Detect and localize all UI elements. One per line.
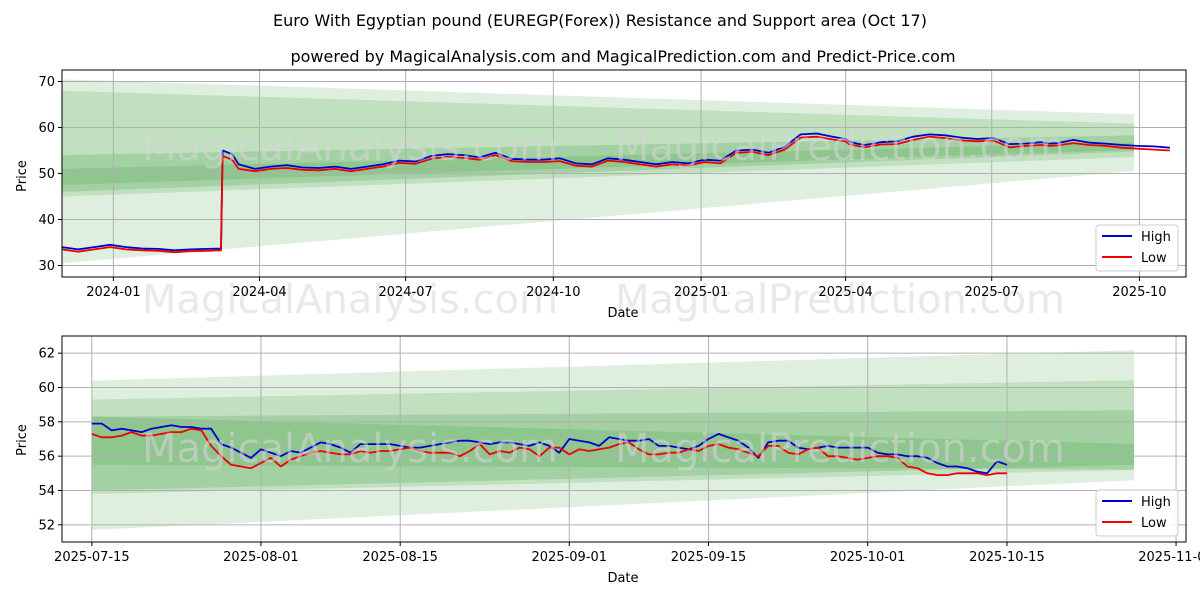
bottom-y-tick-label: 56 [38, 450, 55, 465]
top-x-tick-label: 2024-10 [526, 285, 580, 300]
bottom-plot-frame [61, 335, 1187, 543]
bottom-x-tick-label: 2025-08-15 [362, 550, 438, 565]
bottom-x-tick-label: 2025-08-01 [223, 550, 299, 565]
bottom-x-tick-label: 2025-11-01 [1138, 550, 1200, 565]
chart-subtitle: powered by MagicalAnalysis.com and Magic… [290, 47, 955, 66]
chart-title: Euro With Egyptian pound (EUREGP(Forex))… [273, 11, 927, 30]
bottom-x-tick-label: 2025-10-15 [969, 550, 1045, 565]
top-x-tick-label: 2025-10 [1112, 285, 1166, 300]
top-x-tick-label: 2025-01 [674, 285, 728, 300]
bottom-band-0 [91, 350, 1135, 530]
top-x-ticks: 2024-01 2024-04 2024-07 2024-10 2025-01 2025-… [86, 277, 1167, 300]
bottom-legend-high-label: High [1141, 495, 1171, 510]
bottom-lines [91, 422, 1008, 477]
top-y-tick-label: 50 [38, 167, 55, 182]
bottom-x-tick-label: 2025-10-01 [830, 550, 906, 565]
top-watermark-left: MagicalAnalysis.com [142, 124, 558, 170]
top-y-tick-label: 60 [38, 121, 55, 136]
bottom-y-tick-label: 54 [38, 484, 55, 499]
top-x-tick-label: 2024-07 [378, 285, 432, 300]
top-watermark-right: MagicalPrediction.com [615, 124, 1065, 170]
bottom-legend: High Low [1095, 489, 1179, 537]
top-x-tick-label: 2025-04 [818, 285, 872, 300]
bottom-x-axis-label: Date [607, 571, 638, 586]
top-panel: MagicalAnalysis.com MagicalPrediction.co… [15, 69, 1187, 323]
top-y-tick-label: 30 [38, 259, 55, 274]
top-legend-high-label: High [1141, 230, 1171, 245]
bottom-y-tick-label: 52 [38, 518, 55, 533]
bottom-legend-low-label: Low [1141, 516, 1167, 531]
bottom-band-2 [91, 410, 1135, 491]
top-series-high-line [61, 132, 1170, 252]
top-x-tick-label: 2024-04 [232, 285, 286, 300]
top-y-tick-label: 40 [38, 213, 55, 228]
bottom-y-tick-label: 58 [38, 415, 55, 430]
bottom-x-ticks: 2025-07-15 2025-08-01 2025-08-15 2025-09-01… [54, 542, 1200, 565]
top-watermark-lower-left: MagicalAnalysis.com [142, 277, 558, 323]
bottom-x-tick-label: 2025-09-15 [671, 550, 747, 565]
top-band-0 [62, 79, 1134, 264]
top-legend: High Low [1095, 224, 1179, 272]
top-series-low-line [61, 135, 1170, 254]
top-y-ticks: 30 40 50 60 70 [38, 75, 62, 274]
bottom-watermark-left: MagicalAnalysis.com [142, 426, 558, 472]
bottom-watermark-right: MagicalPrediction.com [615, 426, 1065, 472]
bottom-y-tick-label: 60 [38, 381, 55, 396]
top-x-axis-label: Date [607, 306, 638, 321]
bottom-series-high-line [91, 422, 1008, 475]
top-y-tick-label: 70 [38, 75, 55, 90]
top-watermark-lower-right: MagicalPrediction.com [615, 277, 1065, 323]
bottom-series-low-line [91, 427, 1007, 477]
bottom-y-tick-label: 62 [38, 347, 55, 362]
bottom-x-tick-label: 2025-07-15 [54, 550, 130, 565]
top-legend-low-label: Low [1141, 251, 1167, 266]
bottom-panel: MagicalAnalysis.com MagicalPrediction.co… [15, 335, 1200, 586]
bottom-x-tick-label: 2025-09-01 [532, 550, 608, 565]
top-x-tick-label: 2025-07 [965, 285, 1019, 300]
bottom-y-axis-label: Price [15, 424, 30, 456]
top-x-tick-label: 2024-01 [86, 285, 140, 300]
top-lines [61, 132, 1170, 254]
top-y-axis-label: Price [15, 160, 30, 192]
bottom-y-ticks: 52 54 56 58 60 62 [38, 347, 62, 533]
